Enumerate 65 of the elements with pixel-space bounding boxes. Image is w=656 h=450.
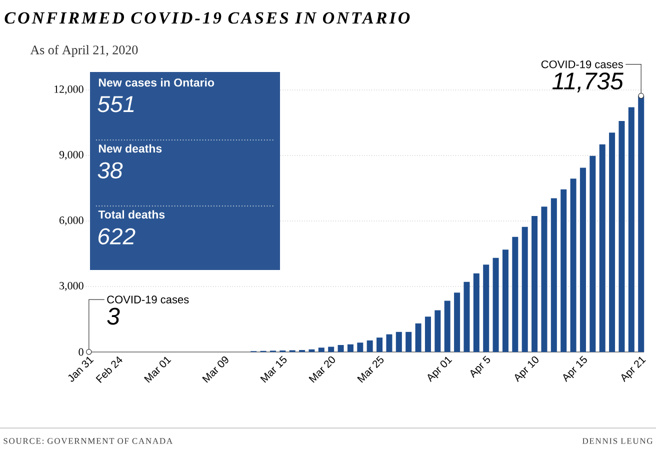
text: New cases in Ontario: [98, 78, 214, 87]
bar: [628, 107, 634, 352]
data-label: 11,735: [552, 72, 624, 92]
bar: [580, 168, 586, 352]
y-tick-label: 3,000: [60, 282, 84, 292]
bar: [366, 340, 373, 352]
x-tick-label: Apr 15: [563, 356, 587, 382]
bar: [434, 310, 441, 352]
bar: [347, 344, 354, 352]
annotation: Total deaths: [98, 210, 165, 219]
bar: [512, 236, 518, 352]
x-tick-label: Mar 09: [202, 356, 228, 383]
bar: [609, 132, 616, 352]
bar: [550, 198, 557, 352]
bar: [570, 178, 576, 352]
bar: [454, 292, 460, 352]
x-tick-label: Apr 21: [621, 356, 646, 382]
bar: [483, 264, 490, 352]
bar: [357, 342, 364, 352]
annotation: COVID-19 cases: [541, 60, 623, 68]
chart-title: CONFIRMED COVID-19 CASES IN ONTARIO: [4, 12, 410, 24]
bar: [464, 282, 470, 352]
annotation: 622: [98, 228, 136, 244]
bar: [532, 216, 538, 352]
x-tick-label: Feb 24: [96, 356, 122, 383]
bar: [444, 300, 450, 352]
bar: [590, 156, 596, 352]
x-tick-label: Mar 15: [260, 356, 287, 383]
bar: [415, 323, 422, 352]
bar: [599, 144, 606, 352]
x-tick-label: Apr 01: [428, 356, 452, 382]
bar: [338, 345, 344, 352]
y-tick-label: 0: [78, 348, 84, 356]
bar: [618, 121, 625, 352]
bar: [502, 250, 508, 352]
bar: [406, 332, 412, 352]
annotation: New deaths: [98, 144, 162, 153]
y-tick-label: 12,000: [54, 86, 84, 95]
bar: [318, 348, 324, 352]
bar: [386, 334, 392, 352]
bar: [492, 258, 499, 352]
bar: [376, 338, 383, 352]
bar: [560, 189, 567, 352]
annotation: COVID-19 cases: [107, 296, 189, 304]
y-tick-label: 9,000: [59, 151, 84, 160]
chart-subtitle: As of April 21, 2020: [30, 45, 138, 57]
x-tick-label: Apr 5: [470, 356, 490, 378]
bar: [396, 332, 402, 352]
annotation: 38: [98, 162, 123, 178]
source-note: SOURCE: GOVERNMENT OF CANADA: [4, 438, 173, 444]
bar: [328, 346, 334, 352]
y-tick-label: 6,000: [60, 216, 84, 226]
bar: [541, 206, 548, 352]
bar: [424, 316, 431, 352]
data-label: 3: [107, 308, 120, 325]
bar: [522, 226, 528, 352]
annotation: 551: [98, 96, 134, 112]
text: DENNIS LEUNG: [582, 438, 653, 444]
x-tick-label: Mar 25: [357, 356, 384, 383]
bar: [308, 349, 315, 352]
x-tick-label: Jan 31: [68, 356, 94, 382]
x-tick-label: Mar 20: [308, 356, 335, 383]
x-tick-label: Apr 10: [514, 356, 538, 382]
x-tick-label: Mar 01: [144, 356, 172, 383]
bar: [473, 273, 480, 352]
